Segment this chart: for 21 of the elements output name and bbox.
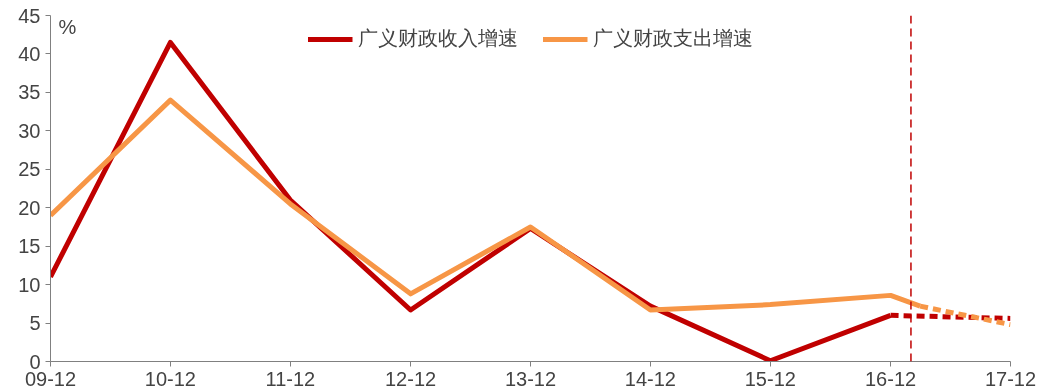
- x-tick-label: 12-12: [385, 367, 437, 390]
- x-tick-label: 11-12: [265, 367, 316, 390]
- y-tick-label: 25: [18, 158, 41, 181]
- x-tick-label: 10-12: [144, 367, 196, 390]
- y-tick-label: 40: [18, 42, 41, 65]
- legend-label: 广义财政支出增速: [592, 26, 753, 51]
- x-tick-label: 15-12: [744, 367, 796, 390]
- y-tick-label: 0: [29, 350, 41, 373]
- y-axis-title: %: [58, 15, 77, 38]
- y-tick-label: 5: [29, 312, 41, 335]
- y-tick-label: 10: [18, 273, 41, 296]
- x-tick-label: 13-12: [504, 367, 557, 390]
- x-tick-label: 17-12: [984, 367, 1037, 390]
- y-tick-label: 15: [18, 235, 41, 258]
- y-tick-label: 30: [18, 119, 41, 142]
- legend-label: 广义财政收入增速: [357, 26, 518, 51]
- y-tick-label: 45: [18, 4, 41, 27]
- x-tick-label: 14-12: [624, 367, 676, 390]
- y-tick-label: 35: [18, 81, 41, 104]
- y-tick-label: 20: [18, 196, 41, 219]
- x-tick-label: 16-12: [865, 367, 917, 390]
